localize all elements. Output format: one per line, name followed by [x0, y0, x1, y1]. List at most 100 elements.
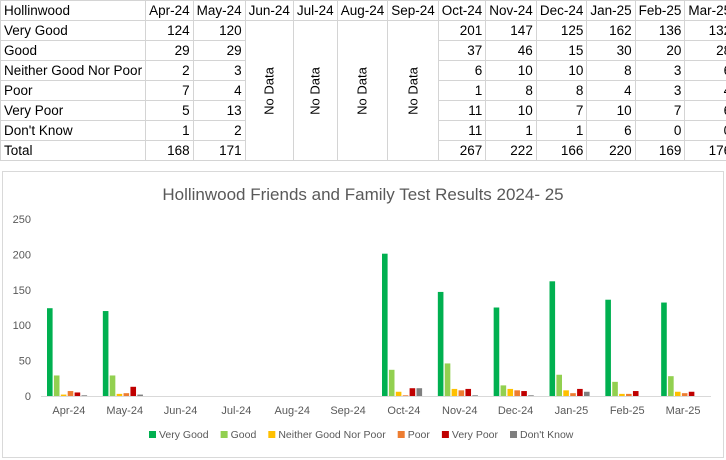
month-header: Jan-25	[586, 0, 636, 21]
y-tick-label: 100	[13, 320, 31, 332]
x-tick-label: Jul-24	[221, 405, 251, 417]
value-cell: 169	[634, 140, 686, 161]
value-cell: 46	[485, 40, 537, 61]
bar-don-t-know	[472, 395, 478, 396]
bar-very-poor	[74, 392, 81, 396]
chart-area: Hollinwood Friends and Family Test Resul…	[2, 171, 724, 458]
value-cell: 29	[145, 40, 194, 61]
value-cell: 168	[145, 140, 194, 161]
bar-poor	[402, 395, 409, 396]
value-cell: 10	[586, 100, 636, 121]
value-cell: 3	[634, 60, 686, 81]
value-cell: 222	[485, 140, 537, 161]
bar-poor	[123, 393, 130, 396]
value-cell: 4	[192, 80, 246, 101]
legend-swatch	[149, 431, 156, 438]
bar-don-t-know	[416, 388, 423, 396]
bar-don-t-know	[528, 395, 534, 396]
bar-don-t-know	[81, 395, 88, 396]
legend-label: Don't Know	[520, 429, 574, 441]
bar-poor	[570, 393, 576, 396]
value-cell: 166	[535, 140, 588, 161]
no-data-label: No Data	[354, 66, 370, 115]
bar-good	[556, 374, 562, 396]
value-cell: 0	[634, 120, 686, 141]
value-cell: 6	[684, 100, 726, 121]
month-header: Oct-24	[437, 0, 487, 21]
legend-label: Very Poor	[452, 429, 499, 441]
bar-very-good	[605, 299, 611, 396]
value-cell: 28	[684, 40, 726, 61]
value-cell: 176	[684, 140, 726, 161]
value-cell: 171	[192, 140, 246, 161]
value-cell: 3	[192, 60, 246, 81]
value-cell: 2	[145, 60, 194, 81]
bar-good	[612, 381, 618, 396]
bar-poor	[681, 393, 688, 396]
value-cell: 2	[192, 120, 246, 141]
bar-neither-good-nor-poor	[619, 393, 625, 396]
table-row: Poor74188434	[0, 80, 726, 101]
no-data-cell: No Data	[387, 20, 439, 161]
value-cell: 1	[485, 120, 537, 141]
bar-good	[668, 376, 674, 396]
value-cell: 220	[586, 140, 636, 161]
table-row: Very Good 124 120 No Data No Data No Data No D…	[0, 20, 726, 161]
bar-very-poor	[130, 386, 137, 396]
bar-neither-good-nor-poor	[60, 394, 67, 396]
no-data-cell: No Data	[244, 20, 294, 161]
value-cell: 6	[586, 120, 636, 141]
month-header: Apr-24	[145, 0, 194, 21]
value-cell: 6	[437, 60, 487, 81]
row-label: Very Poor	[0, 100, 147, 121]
legend-item: Good	[220, 429, 256, 441]
value-cell: 4	[586, 80, 636, 101]
bar-very-poor	[409, 388, 416, 396]
y-tick-label: 250	[13, 214, 31, 226]
chart-title: Hollinwood Friends and Family Test Resul…	[162, 185, 563, 204]
legend-item: Neither Good Nor Poor	[268, 429, 386, 441]
value-cell: 1	[535, 120, 588, 141]
bar-very-good	[549, 281, 556, 396]
value-cell: 5	[145, 100, 194, 121]
bar-good	[388, 369, 395, 396]
bar-very-poor	[465, 388, 472, 396]
legend-label: Neither Good Nor Poor	[278, 429, 386, 441]
bar-poor	[458, 390, 465, 396]
legend-label: Poor	[408, 429, 431, 441]
legend-item: Very Poor	[441, 429, 499, 441]
month-header: Jun-24	[244, 0, 294, 21]
corner-cell: Hollinwood	[0, 0, 147, 21]
value-cell: 37	[437, 40, 487, 61]
value-cell: 10	[535, 60, 588, 81]
value-cell: 6	[684, 60, 726, 81]
bar-very-good	[47, 308, 53, 396]
value-cell: 4	[684, 80, 726, 101]
bar-neither-good-nor-poor	[395, 391, 402, 396]
value-cell: 13	[192, 100, 246, 121]
month-header: Nov-24	[485, 0, 537, 21]
bar-chart: Hollinwood Friends and Family Test Resul…	[13, 185, 711, 441]
no-data-label: No Data	[405, 66, 421, 115]
bar-neither-good-nor-poor	[451, 388, 458, 396]
x-tick-label: Aug-24	[275, 405, 310, 417]
y-tick-label: 200	[13, 249, 31, 261]
value-cell: 8	[535, 80, 588, 101]
value-cell: 124	[145, 20, 194, 41]
value-cell: 162	[586, 20, 636, 41]
y-tick-label: 0	[25, 391, 31, 403]
bar-good	[109, 375, 116, 396]
value-cell: 132	[684, 20, 726, 41]
month-header: Jul-24	[292, 0, 338, 21]
value-cell: 8	[485, 80, 537, 101]
value-cell: 267	[437, 140, 487, 161]
legend-item: Poor	[397, 429, 431, 441]
bar-very-good	[382, 253, 388, 396]
bar-good	[500, 385, 507, 396]
legend-swatch	[397, 431, 405, 438]
header-row: Hollinwood Apr-24 May-24 Jun-24 Jul-24 Aug-24…	[0, 0, 726, 21]
bar-very-good	[661, 302, 667, 396]
bar-very-poor	[632, 391, 639, 396]
bar-don-t-know	[584, 391, 590, 396]
bar-good	[53, 375, 60, 396]
